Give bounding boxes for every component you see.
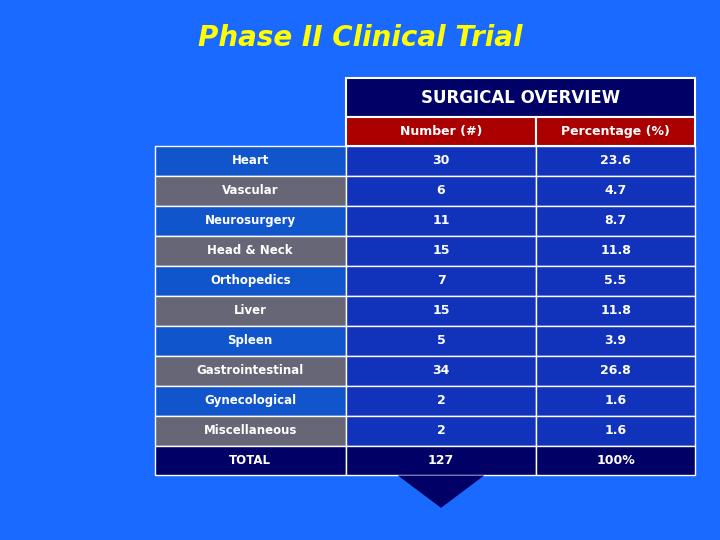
Text: Phase II Clinical Trial: Phase II Clinical Trial bbox=[198, 24, 522, 52]
FancyBboxPatch shape bbox=[155, 266, 346, 296]
FancyBboxPatch shape bbox=[536, 386, 695, 416]
Text: 15: 15 bbox=[432, 244, 450, 257]
Text: 23.6: 23.6 bbox=[600, 154, 631, 167]
Text: 5.5: 5.5 bbox=[605, 274, 626, 287]
FancyBboxPatch shape bbox=[346, 206, 536, 235]
FancyBboxPatch shape bbox=[155, 326, 346, 355]
Text: 2: 2 bbox=[436, 394, 446, 407]
FancyBboxPatch shape bbox=[536, 206, 695, 235]
FancyBboxPatch shape bbox=[155, 235, 346, 266]
FancyBboxPatch shape bbox=[536, 326, 695, 355]
FancyBboxPatch shape bbox=[155, 206, 346, 235]
FancyBboxPatch shape bbox=[346, 446, 536, 476]
Text: 7: 7 bbox=[436, 274, 446, 287]
FancyBboxPatch shape bbox=[155, 176, 346, 206]
FancyBboxPatch shape bbox=[155, 386, 346, 416]
FancyBboxPatch shape bbox=[346, 117, 536, 146]
Text: 26.8: 26.8 bbox=[600, 364, 631, 377]
Text: 8.7: 8.7 bbox=[605, 214, 626, 227]
FancyBboxPatch shape bbox=[346, 78, 695, 117]
FancyBboxPatch shape bbox=[155, 446, 346, 476]
FancyBboxPatch shape bbox=[155, 355, 346, 386]
Text: 30: 30 bbox=[432, 154, 450, 167]
FancyBboxPatch shape bbox=[536, 416, 695, 446]
FancyBboxPatch shape bbox=[346, 235, 536, 266]
Text: 11.8: 11.8 bbox=[600, 244, 631, 257]
Text: 2: 2 bbox=[436, 424, 446, 437]
Polygon shape bbox=[397, 476, 485, 508]
Text: 1.6: 1.6 bbox=[605, 394, 626, 407]
Text: 6: 6 bbox=[437, 184, 445, 197]
Text: Miscellaneous: Miscellaneous bbox=[204, 424, 297, 437]
Text: Gastrointestinal: Gastrointestinal bbox=[197, 364, 304, 377]
FancyBboxPatch shape bbox=[346, 266, 536, 296]
Text: 3.9: 3.9 bbox=[605, 334, 626, 347]
Text: Spleen: Spleen bbox=[228, 334, 273, 347]
FancyBboxPatch shape bbox=[155, 146, 346, 176]
FancyBboxPatch shape bbox=[536, 176, 695, 206]
FancyBboxPatch shape bbox=[346, 416, 536, 446]
FancyBboxPatch shape bbox=[536, 235, 695, 266]
Text: 1.6: 1.6 bbox=[605, 424, 626, 437]
Text: Heart: Heart bbox=[232, 154, 269, 167]
Text: 34: 34 bbox=[432, 364, 450, 377]
Text: 5: 5 bbox=[436, 334, 446, 347]
FancyBboxPatch shape bbox=[536, 296, 695, 326]
FancyBboxPatch shape bbox=[536, 117, 695, 146]
FancyBboxPatch shape bbox=[155, 296, 346, 326]
Text: Number (#): Number (#) bbox=[400, 125, 482, 138]
Text: TOTAL: TOTAL bbox=[229, 454, 271, 467]
Text: Percentage (%): Percentage (%) bbox=[561, 125, 670, 138]
Text: Gynecological: Gynecological bbox=[204, 394, 296, 407]
Text: 127: 127 bbox=[428, 454, 454, 467]
Text: 11: 11 bbox=[432, 214, 450, 227]
FancyBboxPatch shape bbox=[346, 355, 536, 386]
Text: 15: 15 bbox=[432, 304, 450, 317]
Text: Neurosurgery: Neurosurgery bbox=[204, 214, 296, 227]
FancyBboxPatch shape bbox=[155, 416, 346, 446]
FancyBboxPatch shape bbox=[536, 355, 695, 386]
FancyBboxPatch shape bbox=[536, 146, 695, 176]
Text: Liver: Liver bbox=[234, 304, 266, 317]
FancyBboxPatch shape bbox=[346, 386, 536, 416]
Text: SURGICAL OVERVIEW: SURGICAL OVERVIEW bbox=[420, 89, 620, 107]
Text: 4.7: 4.7 bbox=[605, 184, 626, 197]
FancyBboxPatch shape bbox=[346, 176, 536, 206]
Text: 11.8: 11.8 bbox=[600, 304, 631, 317]
Text: Orthopedics: Orthopedics bbox=[210, 274, 290, 287]
FancyBboxPatch shape bbox=[346, 296, 536, 326]
Text: Vascular: Vascular bbox=[222, 184, 279, 197]
FancyBboxPatch shape bbox=[536, 266, 695, 296]
Text: 100%: 100% bbox=[596, 454, 635, 467]
Text: Head & Neck: Head & Neck bbox=[207, 244, 293, 257]
FancyBboxPatch shape bbox=[346, 326, 536, 355]
FancyBboxPatch shape bbox=[346, 146, 536, 176]
FancyBboxPatch shape bbox=[536, 446, 695, 476]
